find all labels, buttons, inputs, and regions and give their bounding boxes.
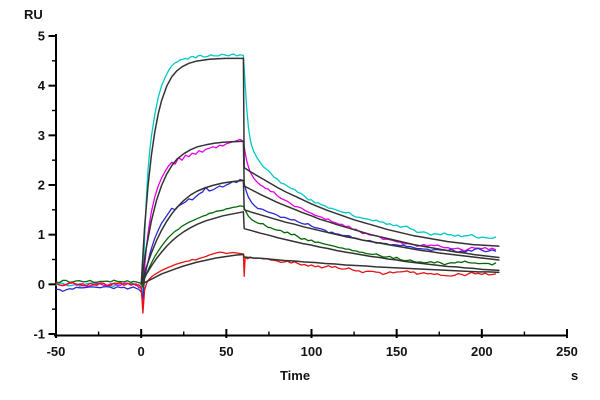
series-fit-green xyxy=(140,211,500,286)
x-axis-title: Time xyxy=(280,368,310,383)
y-tick-label: 4 xyxy=(38,78,46,93)
y-tick-label: 3 xyxy=(38,128,45,143)
series-fit-red xyxy=(140,253,500,286)
x-tick-label: 0 xyxy=(138,344,145,359)
series-trace-cyan-4p6RU xyxy=(55,53,497,294)
series-fit-magenta xyxy=(140,140,500,286)
y-tick-label: 5 xyxy=(38,29,45,44)
y-tick-label: 0 xyxy=(38,277,45,292)
y-axis-unit-label: RU xyxy=(24,7,43,22)
series-fit-blue xyxy=(140,179,500,286)
x-tick-label: 100 xyxy=(301,344,323,359)
plot-layers: -50 0 50 100 150 200 250 -1 0 1 2 3 4 5 xyxy=(33,29,577,360)
y-tick-label: 1 xyxy=(38,227,45,242)
series-trace-blue-2p1RU xyxy=(55,178,497,299)
x-tick-label: 150 xyxy=(386,344,408,359)
x-axis-unit-label: s xyxy=(571,368,578,383)
series-trace-green-1p55RU xyxy=(55,205,497,288)
x-tick-label: 200 xyxy=(471,344,493,359)
y-tick-label: 2 xyxy=(38,178,45,193)
series-fit-cyan xyxy=(140,57,500,286)
x-tick-label: 250 xyxy=(556,344,578,359)
y-tick-label: -1 xyxy=(33,327,45,342)
x-tick-label: 50 xyxy=(219,344,233,359)
x-tick-label: -50 xyxy=(47,344,66,359)
